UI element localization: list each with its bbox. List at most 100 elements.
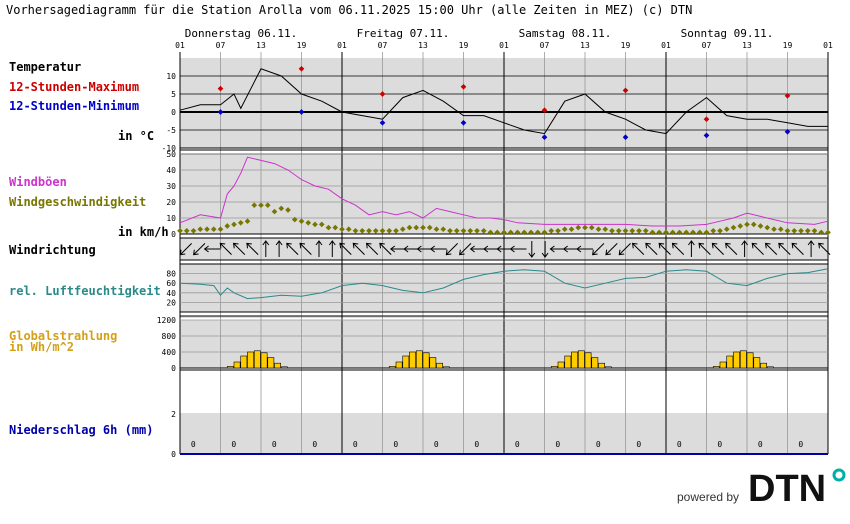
temp-tick-label: 10 bbox=[166, 72, 176, 81]
min-temp-point bbox=[541, 134, 548, 141]
radiation-bar bbox=[388, 366, 396, 369]
temp-tick-label: 5 bbox=[171, 90, 176, 99]
wind-direction-arrow bbox=[631, 242, 645, 256]
day-label: Sonntag 09.11. bbox=[681, 27, 774, 40]
radiation-bar bbox=[247, 351, 254, 369]
wind-speed-point bbox=[703, 229, 710, 236]
wind-speed-point bbox=[534, 229, 541, 236]
arrow-shape bbox=[658, 242, 671, 256]
wind-speed-point bbox=[487, 229, 494, 236]
wind-speed-point bbox=[568, 226, 575, 233]
wind-speed-point bbox=[548, 227, 555, 234]
radiation-bar bbox=[760, 362, 767, 369]
arrow-shape bbox=[299, 242, 312, 256]
wind-direction-arrow bbox=[711, 242, 725, 256]
label-niederschlag: Niederschlag 6h (mm) bbox=[9, 423, 154, 437]
min-temp-point bbox=[460, 119, 467, 126]
wind-direction-arrow bbox=[807, 240, 815, 257]
radiation-bar bbox=[604, 366, 612, 369]
wind-direction-arrow bbox=[315, 240, 323, 257]
arrow-shape bbox=[179, 242, 193, 256]
wind-speed-point bbox=[669, 229, 676, 236]
wind-speed-point bbox=[514, 229, 521, 236]
hour-tick-label: 01 bbox=[661, 41, 671, 50]
hour-tick-label: 01 bbox=[337, 41, 347, 50]
wind-speed-point bbox=[690, 229, 696, 236]
wind-direction-arrow bbox=[698, 242, 711, 256]
wind-speed-point bbox=[433, 226, 440, 233]
min-temp-point bbox=[703, 132, 710, 139]
wind-speed-point bbox=[244, 218, 251, 225]
wind-direction-arrow bbox=[246, 242, 259, 256]
wind-speed-point bbox=[663, 229, 669, 236]
arrow-shape bbox=[711, 242, 725, 256]
radiation-bar bbox=[719, 361, 727, 369]
wind-speed-point bbox=[541, 229, 548, 236]
arrow-shape bbox=[725, 242, 738, 256]
wind-speed-point bbox=[467, 227, 474, 234]
wind-direction-arrow bbox=[262, 240, 270, 257]
wind-direction-arrow bbox=[541, 241, 549, 258]
svg-text:DTN: DTN bbox=[748, 468, 826, 508]
hour-tick-label: 13 bbox=[580, 41, 590, 50]
radiation-bar bbox=[753, 357, 761, 369]
wind-speed-point bbox=[426, 224, 433, 231]
precip-value-label: 0 bbox=[353, 440, 358, 449]
wind-speed-point bbox=[717, 227, 723, 234]
wind-direction-arrow bbox=[605, 242, 618, 256]
precip-value-label: 0 bbox=[474, 440, 479, 449]
wind-speed-point bbox=[683, 229, 690, 236]
radiation-bar bbox=[442, 366, 450, 369]
wind-speed-point bbox=[609, 227, 615, 234]
radiation-bar bbox=[409, 351, 416, 369]
wind-direction-arrow bbox=[658, 242, 671, 256]
precip-value-label: 0 bbox=[798, 440, 803, 449]
wind-speed-point bbox=[440, 226, 447, 233]
temp-tick-label: 0 bbox=[171, 108, 176, 117]
wind-direction-arrow bbox=[778, 242, 791, 256]
wind-direction-arrow bbox=[576, 245, 593, 253]
radiation-bar bbox=[253, 350, 261, 369]
label-windrichtung: Windrichtung bbox=[9, 243, 96, 257]
day-label: Donnerstag 06.11. bbox=[185, 27, 298, 40]
precip-value-label: 0 bbox=[596, 440, 601, 449]
arrow-shape bbox=[246, 242, 259, 256]
arrow-shape bbox=[286, 242, 299, 256]
wind-speed-point bbox=[460, 227, 467, 234]
radiation-bar bbox=[577, 350, 585, 369]
humidity-tick-label: 60 bbox=[166, 279, 176, 288]
radiation-bar bbox=[415, 350, 423, 369]
hour-tick-label: 07 bbox=[216, 41, 226, 50]
label-12h-max: 12-Stunden-Maximum bbox=[9, 80, 140, 94]
wind-speed-point bbox=[379, 227, 386, 234]
wind-speed-point bbox=[676, 229, 683, 236]
radiation-bar bbox=[766, 366, 774, 369]
wind-direction-arrow bbox=[193, 242, 206, 256]
arrow-shape bbox=[688, 240, 695, 257]
wind-direction-arrow bbox=[688, 240, 695, 257]
radiation-bar bbox=[280, 366, 288, 369]
arrow-shape bbox=[698, 242, 711, 256]
powered-by-text: powered by bbox=[677, 490, 740, 504]
wind-direction-arrow bbox=[429, 245, 447, 253]
wind-speed-point bbox=[197, 226, 204, 233]
wind-speed-point bbox=[825, 229, 831, 236]
wind-direction-arrow bbox=[818, 242, 831, 256]
hour-tick-label: 01 bbox=[823, 41, 833, 50]
radiation-bar bbox=[267, 357, 275, 369]
wind-direction-arrow bbox=[379, 242, 392, 256]
radiation-bar bbox=[726, 355, 734, 369]
wind-direction-arrow bbox=[671, 242, 685, 256]
radiation-bar bbox=[571, 351, 578, 369]
wind-direction-arrow bbox=[764, 242, 778, 256]
hour-tick-label: 19 bbox=[459, 41, 469, 50]
wind-speed-point bbox=[237, 219, 244, 226]
radiation-tick-label: 0 bbox=[171, 364, 176, 373]
wind-speed-point bbox=[494, 229, 501, 236]
radiation-tick-label: 800 bbox=[162, 332, 177, 341]
wind-speed-point bbox=[345, 226, 352, 233]
arrow-shape bbox=[541, 241, 549, 258]
min-temp-point bbox=[217, 109, 224, 115]
arrow-shape bbox=[778, 242, 791, 256]
wind-speed-point bbox=[298, 218, 305, 225]
